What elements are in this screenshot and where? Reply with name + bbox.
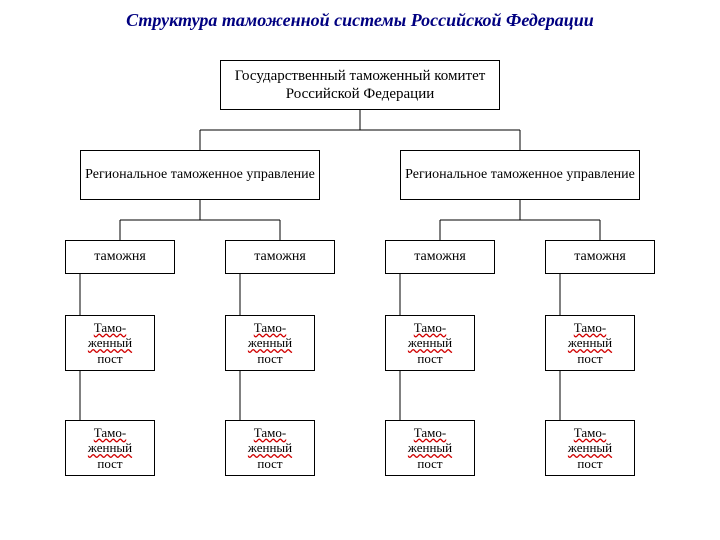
- node-root: Государственный таможенный комитет Росси…: [220, 60, 500, 110]
- node-c3: таможня: [385, 240, 495, 274]
- node-c1: таможня: [65, 240, 175, 274]
- page-title: Структура таможенной системы Российской …: [0, 10, 720, 31]
- node-p2b: Тамо-женныйпост: [225, 420, 315, 476]
- node-p3a: Тамо-женныйпост: [385, 315, 475, 371]
- node-reg1: Региональное таможенное управление: [80, 150, 320, 200]
- node-reg2: Региональное таможенное управление: [400, 150, 640, 200]
- node-p2a: Тамо-женныйпост: [225, 315, 315, 371]
- node-c2: таможня: [225, 240, 335, 274]
- node-p3b: Тамо-женныйпост: [385, 420, 475, 476]
- node-p4b: Тамо-женныйпост: [545, 420, 635, 476]
- node-p1b: Тамо-женныйпост: [65, 420, 155, 476]
- node-p4a: Тамо-женныйпост: [545, 315, 635, 371]
- node-p1a: Тамо-женныйпост: [65, 315, 155, 371]
- node-c4: таможня: [545, 240, 655, 274]
